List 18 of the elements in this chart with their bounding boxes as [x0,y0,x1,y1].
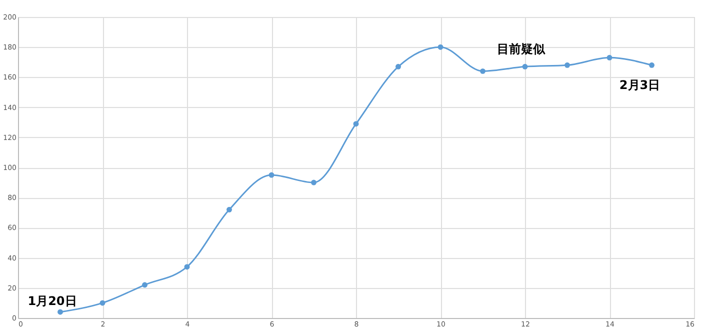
point [226,206,232,212]
point [100,300,106,306]
point [438,44,444,50]
point [268,172,274,178]
point [58,309,63,315]
point [480,68,486,74]
point [564,62,570,68]
point [649,62,654,68]
point [396,64,401,70]
point [184,264,190,270]
annotation: 1月20日 [28,294,77,308]
annotation: 2月3日 [619,78,660,92]
point [353,121,359,127]
point [606,54,612,60]
point [522,64,528,70]
point [142,282,148,288]
annotation: 目前疑似 [497,42,546,56]
point [311,180,316,186]
